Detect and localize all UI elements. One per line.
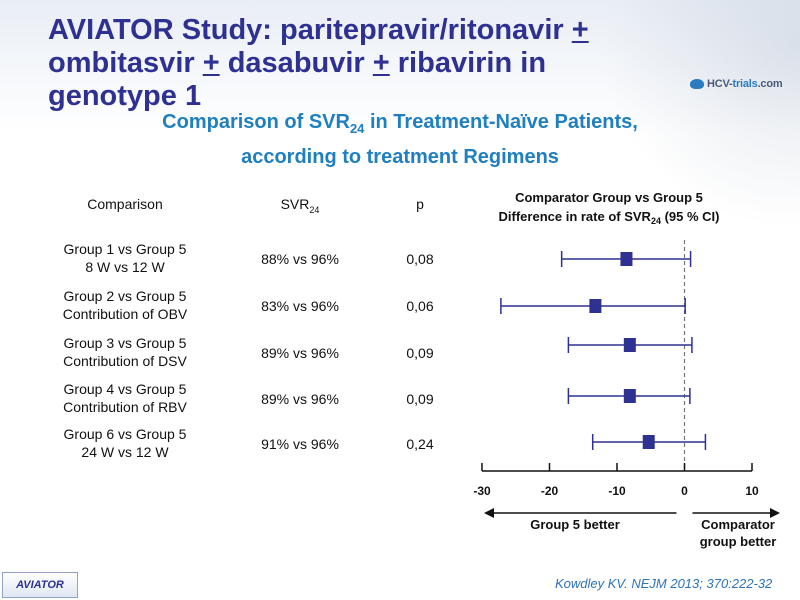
point-estimate-marker [623, 338, 636, 352]
comparison-line2: 24 W vs 12 W [81, 444, 169, 460]
p-value-cell: 0,06 [406, 298, 434, 314]
svr-cell: 89% vs 96% [261, 391, 339, 407]
table-row: Group 6 vs Group 5 24 W vs 12 W 91% vs 96%… [0, 425, 470, 465]
comparison-cell: Group 6 vs Group 5 24 W vs 12 W [40, 425, 210, 461]
table-row: Group 4 vs Group 5 Contribution of RBV 89%… [0, 380, 470, 420]
comparison-cell: Group 2 vs Group 5 Contribution of OBV [40, 287, 210, 323]
aviator-badge: AVIATOR [2, 572, 78, 598]
page-title: AVIATOR Study: paritepravir/ritonavir + … [48, 14, 668, 113]
subtitle-line2: according to treatment Regimens [241, 146, 559, 168]
logo-icon [690, 79, 704, 89]
point-estimate-marker [623, 389, 636, 403]
comparison-cell: Group 1 vs Group 5 8 W vs 12 W [40, 240, 210, 276]
comparison-line1: Group 2 vs Group 5 [63, 288, 187, 304]
background-decoration [600, 0, 800, 230]
x-tick-label: 10 [745, 484, 759, 498]
p-value-cell: 0,09 [406, 391, 434, 407]
comparison-line1: Group 6 vs Group 5 [63, 426, 187, 442]
left-arrow-label: Group 5 better [530, 517, 620, 532]
table-row: Group 1 vs Group 5 8 W vs 12 W 88% vs 96% 0… [0, 240, 470, 280]
comparison-line2: 8 W vs 12 W [85, 259, 165, 275]
chart-title-line1: Comparator Group vs Group 5 [515, 190, 703, 205]
comparison-line1: Group 3 vs Group 5 [63, 335, 187, 351]
chart-title-line2: Difference in rate of SVR24 (95 % CI) [499, 209, 720, 226]
title-plus-2: + [202, 47, 220, 79]
title-line2-b: dasabuvir [219, 47, 373, 79]
right-arrow-label-line1: Comparator [701, 517, 775, 532]
right-arrow-head [770, 508, 780, 518]
subtitle-line1-post: in Treatment-Naïve Patients, [364, 111, 638, 133]
table-header: Comparison SVR24 p [0, 196, 470, 216]
citation: Kowdley KV. NEJM 2013; 370:222-32 [555, 576, 773, 591]
x-tick-label: -20 [541, 484, 559, 498]
comparison-cell: Group 3 vs Group 5 Contribution of DSV [40, 334, 210, 370]
x-tick-label: -10 [608, 484, 626, 498]
x-tick-label: -30 [473, 484, 491, 498]
table-row: Group 3 vs Group 5 Contribution of DSV 89%… [0, 334, 470, 374]
x-tick-label: 0 [681, 484, 688, 498]
p-value-cell: 0,09 [406, 345, 434, 361]
comparison-line2: Contribution of RBV [63, 399, 187, 415]
comparison-line2: Contribution of OBV [62, 306, 188, 322]
column-header-svr: SVR24 [280, 196, 320, 215]
table-row: Group 2 vs Group 5 Contribution of OBV 83%… [0, 287, 470, 327]
left-arrow-head [484, 508, 494, 518]
comparison-cell: Group 4 vs Group 5 Contribution of RBV [40, 380, 210, 416]
svr-cell: 88% vs 96% [261, 251, 339, 267]
point-estimate-marker [620, 252, 633, 266]
p-value-cell: 0,08 [406, 251, 434, 267]
comparison-line1: Group 4 vs Group 5 [63, 381, 187, 397]
column-header-p: p [416, 196, 424, 212]
hcv-trials-logo: HCV-trials.com [690, 78, 783, 90]
comparison-line1: Group 1 vs Group 5 [63, 241, 187, 257]
title-line2-c: ribavirin in genotype 1 [48, 47, 547, 112]
title-line1: AVIATOR Study: paritepravir/ritonavir [48, 14, 572, 46]
column-header-comparison: Comparison [87, 196, 163, 212]
subtitle-sub: 24 [349, 121, 365, 136]
slide-subtitle: Comparison of SVR24 in Treatment-Naïve P… [0, 108, 800, 171]
logo-text: HCV-trials.com [707, 78, 783, 90]
forest-plot: Comparator Group vs Group 5 Difference i… [473, 190, 780, 549]
right-arrow-label-line2: group better [700, 534, 777, 549]
svr-cell: 91% vs 96% [261, 436, 339, 452]
title-plus-1: + [571, 14, 589, 46]
point-estimate-marker [589, 299, 602, 313]
svr-cell: 83% vs 96% [261, 298, 339, 314]
svr-cell: 89% vs 96% [261, 345, 339, 361]
comparison-line2: Contribution of DSV [63, 353, 187, 369]
title-plus-3: + [372, 47, 390, 79]
title-line2-a: ombitasvir [48, 47, 203, 79]
subtitle-line1: Comparison of SVR [162, 111, 350, 133]
p-value-cell: 0,24 [406, 436, 434, 452]
point-estimate-marker [642, 435, 655, 449]
